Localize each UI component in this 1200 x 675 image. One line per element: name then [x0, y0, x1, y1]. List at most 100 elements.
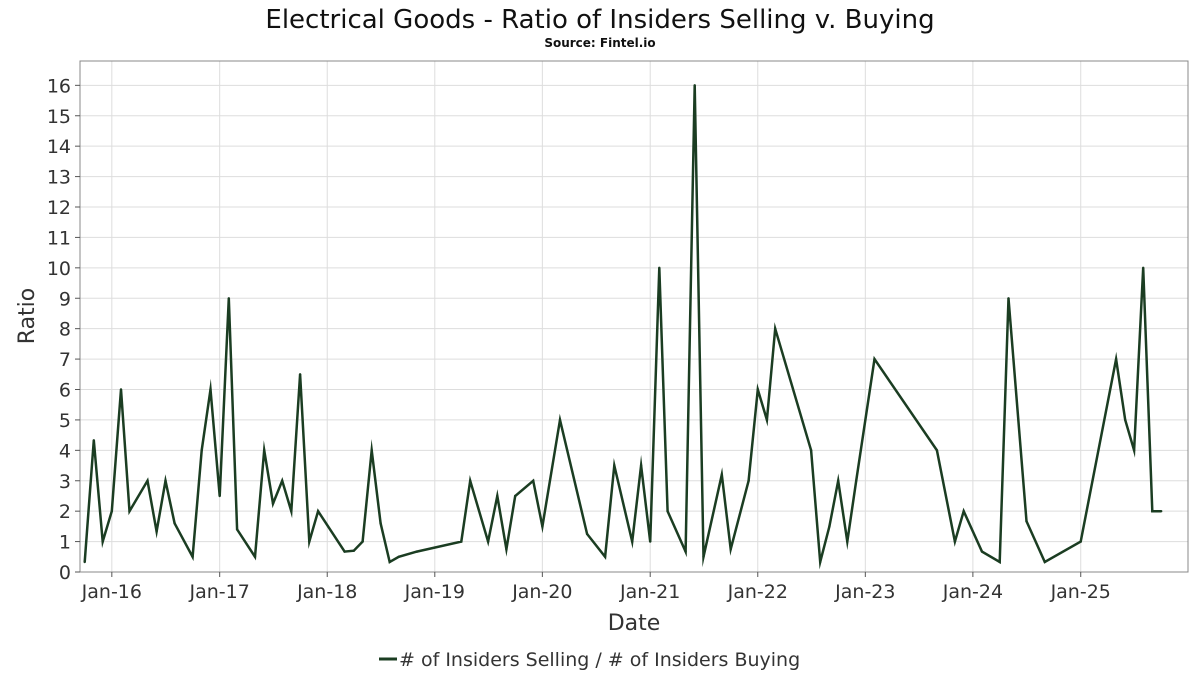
data-point	[639, 464, 643, 467]
y-axis-title: Ratio	[15, 288, 40, 344]
data-point	[649, 540, 652, 543]
y-tick-label: 6	[59, 380, 71, 402]
y-tick-label: 5	[59, 410, 71, 432]
x-tick-label: Jan-17	[189, 581, 250, 603]
data-point	[460, 540, 463, 543]
data-point	[1114, 357, 1118, 361]
plot-frame	[79, 60, 1189, 573]
data-point	[263, 449, 266, 452]
data-point	[281, 479, 284, 482]
data-point	[819, 560, 822, 564]
data-point	[980, 550, 984, 553]
y-tick-label: 15	[47, 106, 71, 128]
x-tick-label: Jan-25	[1050, 581, 1111, 603]
data-point	[658, 266, 661, 269]
data-point	[164, 479, 167, 482]
y-tick-label: 11	[47, 227, 71, 249]
data-point	[747, 479, 750, 482]
data-point	[218, 494, 221, 498]
x-tick-label: Jan-24	[942, 581, 1003, 603]
data-point	[200, 449, 203, 452]
data-point	[235, 528, 239, 531]
data-point	[702, 555, 705, 558]
y-tick-label: 1	[59, 532, 71, 554]
data-point	[119, 388, 123, 391]
data-point	[846, 540, 849, 543]
data-point	[1025, 520, 1028, 523]
data-point	[290, 510, 293, 513]
data-point	[469, 479, 472, 482]
x-tick-label: Jan-20	[511, 581, 572, 603]
y-tick-label: 9	[59, 288, 71, 310]
data-point	[298, 373, 302, 376]
data-point	[774, 327, 777, 330]
y-tick-label: 0	[59, 562, 71, 584]
data-point	[613, 464, 616, 467]
legend: # of Insiders Selling / # of Insiders Bu…	[379, 649, 800, 671]
data-point	[191, 555, 194, 558]
data-point	[253, 555, 257, 558]
data-point	[1079, 540, 1082, 543]
x-tick-label: Jan-19	[404, 581, 465, 603]
y-tick-label: 10	[47, 258, 71, 280]
data-point	[388, 560, 391, 564]
y-tick-label: 13	[47, 167, 71, 189]
chart-subtitle: Source: Fintel.io	[544, 36, 655, 50]
data-point	[271, 502, 275, 505]
data-point	[486, 540, 490, 543]
data-point	[352, 549, 355, 552]
data-point	[873, 357, 876, 361]
data-point	[855, 479, 858, 482]
x-tick-label: Jan-23	[834, 581, 895, 603]
data-point	[128, 510, 131, 513]
data-point	[558, 418, 562, 422]
x-tick-label: Jan-18	[296, 581, 357, 603]
data-point	[110, 510, 114, 513]
data-point	[603, 555, 607, 558]
x-tick-label: Jan-21	[619, 581, 680, 603]
data-point	[684, 550, 687, 553]
data-point	[1132, 449, 1136, 452]
data-point	[514, 494, 517, 498]
data-point	[756, 388, 759, 391]
data-point	[343, 550, 346, 553]
data-point	[631, 540, 634, 543]
data-point	[101, 540, 104, 543]
y-tick-label: 8	[59, 319, 71, 341]
data-point	[415, 550, 418, 553]
data-point	[720, 473, 723, 476]
data-point	[173, 522, 176, 525]
data-point	[809, 449, 813, 452]
data-point	[828, 525, 831, 528]
data-point	[729, 548, 732, 551]
x-tick-label: Jan-16	[81, 581, 142, 603]
y-tick-label: 2	[59, 501, 71, 523]
series-line	[83, 85, 1162, 570]
y-tick-label: 14	[47, 136, 71, 158]
data-point	[505, 548, 508, 551]
data-point	[541, 525, 544, 528]
data-point	[998, 560, 1001, 564]
data-point	[532, 479, 535, 482]
data-point	[308, 540, 311, 543]
y-tick-label: 3	[59, 471, 71, 493]
y-tick-label: 4	[59, 440, 71, 462]
data-point	[397, 555, 400, 558]
data-point	[209, 388, 212, 391]
x-axis-title: Date	[608, 611, 661, 636]
data-point	[370, 449, 373, 452]
data-point	[962, 510, 965, 513]
data-point	[935, 449, 939, 452]
chart-title: Electrical Goods - Ratio of Insiders Sel…	[265, 5, 934, 35]
data-point	[765, 418, 769, 422]
data-point	[379, 522, 382, 525]
grid-layer	[80, 61, 1188, 573]
data-point	[361, 540, 364, 543]
data-point	[953, 540, 957, 543]
data-point	[837, 479, 840, 482]
data-point	[1142, 266, 1145, 269]
data-point	[227, 297, 230, 300]
data-point	[1007, 297, 1010, 300]
